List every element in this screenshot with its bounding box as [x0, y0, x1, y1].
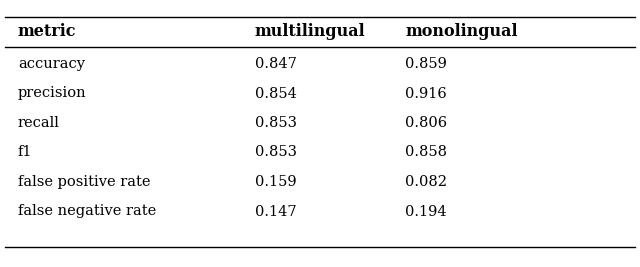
Text: 0.858: 0.858	[405, 146, 447, 159]
Text: metric: metric	[18, 23, 77, 41]
Text: accuracy: accuracy	[18, 57, 85, 71]
Text: 0.854: 0.854	[255, 87, 297, 100]
Text: 0.147: 0.147	[255, 205, 296, 218]
Text: monolingual: monolingual	[405, 23, 518, 41]
Text: multilingual: multilingual	[255, 23, 365, 41]
Text: f1: f1	[18, 146, 33, 159]
Text: 0.853: 0.853	[255, 146, 297, 159]
Text: precision: precision	[18, 87, 86, 100]
Text: false positive rate: false positive rate	[18, 175, 150, 189]
Text: 0.806: 0.806	[405, 116, 447, 130]
Text: 0.853: 0.853	[255, 116, 297, 130]
Text: 0.159: 0.159	[255, 175, 296, 189]
Text: 0.859: 0.859	[405, 57, 447, 71]
Text: 0.194: 0.194	[405, 205, 447, 218]
Text: 0.916: 0.916	[405, 87, 447, 100]
Text: false negative rate: false negative rate	[18, 205, 156, 218]
Text: 0.082: 0.082	[405, 175, 447, 189]
Text: 0.847: 0.847	[255, 57, 297, 71]
Text: recall: recall	[18, 116, 60, 130]
